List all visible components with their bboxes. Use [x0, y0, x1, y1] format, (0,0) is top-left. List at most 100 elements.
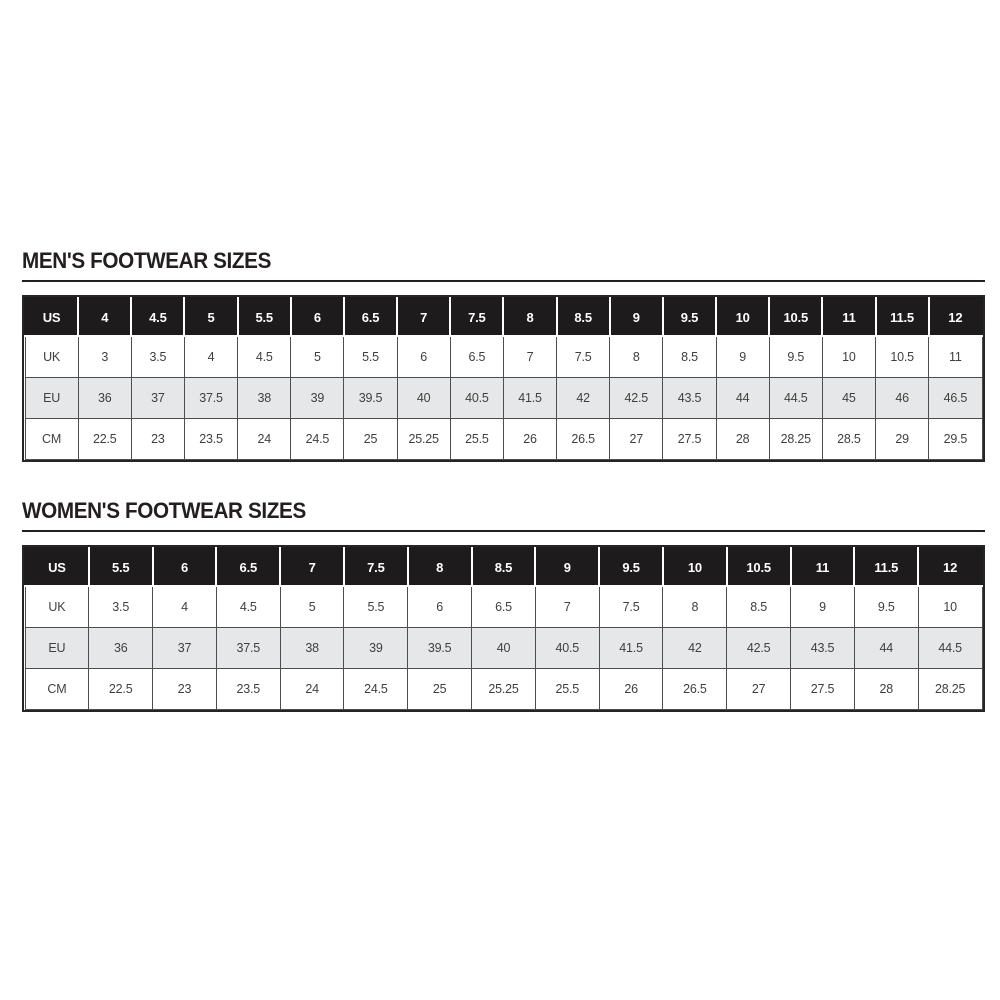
womens-uk-size-cell: 8.5	[726, 585, 792, 628]
mens-cm-size-cell: 28.25	[768, 418, 823, 460]
womens-size-table: US 5.5 6 6.5 7 7.5 8 8.5 9 9.5 10 10.5 11 11.5 12 UK 3.5…	[24, 547, 983, 710]
mens-eu-size-cell: 38	[237, 377, 292, 419]
womens-cm-size-cell: 25.5	[534, 668, 600, 710]
mens-us-size-header-cell: 7.5	[449, 297, 505, 337]
mens-eu-size-cell: 37	[130, 377, 185, 419]
mens-uk-size-cell: 10	[821, 335, 877, 378]
womens-uk-size-cell: 9	[790, 585, 855, 628]
womens-title-underline	[22, 530, 985, 532]
womens-header-row: US 5.5 6 6.5 7 7.5 8 8.5 9 9.5 10 10.5 11 11.5 12	[24, 547, 983, 587]
womens-cm-size-cell: 25.25	[471, 668, 536, 710]
mens-eu-size-cell: 41.5	[502, 377, 558, 419]
mens-eu-size-cell: 46	[874, 377, 930, 419]
mens-cm-size-cell: 25	[343, 418, 398, 460]
mens-us-size-header-cell: 11	[821, 297, 877, 337]
womens-uk-size-cell: 5	[279, 585, 345, 628]
womens-eu-size-cell: 40.5	[534, 627, 600, 669]
mens-uk-size-cell: 10.5	[874, 335, 930, 378]
womens-eu-size-cell: 39	[343, 627, 409, 669]
mens-uk-size-cell: 6	[396, 335, 451, 378]
womens-uk-size-cell: 7.5	[598, 585, 664, 628]
mens-us-size-header-cell: 9	[608, 297, 664, 337]
womens-eu-size-cell: 44	[853, 627, 919, 669]
womens-eu-size-cell: 42.5	[726, 627, 792, 669]
mens-us-size-header-cell: 10	[715, 297, 771, 337]
womens-uk-size-cell: 3.5	[88, 585, 154, 628]
mens-us-size-header-cell: 6.5	[342, 297, 399, 337]
mens-eu-size-cell: 43.5	[662, 377, 717, 419]
womens-us-size-header-cell: 7	[279, 547, 345, 587]
womens-cm-size-cell: 24.5	[343, 668, 409, 710]
mens-sizes-section: MEN'S FOOTWEAR SIZES US 4 4.5 5 5.5 6 6.5 7 7.5 8…	[22, 250, 985, 462]
mens-us-size-header-cell: 5.5	[236, 297, 292, 337]
womens-uk-size-cell: 6	[407, 585, 473, 628]
womens-uk-size-cell: 4.5	[215, 585, 281, 628]
mens-us-size-header-cell: 12	[927, 297, 984, 337]
mens-cm-size-cell: 27	[609, 418, 664, 460]
womens-eu-size-cell: 40	[471, 627, 536, 669]
womens-cm-size-cell: 27	[726, 668, 792, 710]
womens-eu-row-label: EU	[24, 627, 90, 669]
mens-uk-size-cell: 9	[715, 335, 770, 378]
mens-us-size-header-cell: 8	[502, 297, 558, 337]
womens-us-row-label: US	[24, 547, 90, 587]
mens-cm-size-cell: 26	[502, 418, 558, 460]
mens-uk-row-label: UK	[24, 335, 79, 378]
womens-cm-size-cell: 26.5	[662, 668, 728, 710]
womens-cm-size-cell: 24	[279, 668, 345, 710]
womens-uk-size-cell: 8	[662, 585, 728, 628]
womens-cm-size-cell: 22.5	[88, 668, 154, 710]
womens-us-size-header-cell: 12	[917, 547, 983, 587]
mens-cm-size-cell: 28	[715, 418, 770, 460]
mens-cm-row: CM 22.5 23 23.5 24 24.5 25 25.25 25.5 26 26.5 27 27.…	[24, 418, 983, 460]
womens-size-table-frame: US 5.5 6 6.5 7 7.5 8 8.5 9 9.5 10 10.5 11 11.5 12 UK 3.5…	[22, 545, 985, 712]
womens-cm-size-cell: 25	[407, 668, 473, 710]
womens-us-size-header-cell: 6.5	[215, 547, 282, 587]
mens-cm-row-label: CM	[24, 418, 79, 460]
mens-uk-row: UK 3 3.5 4 4.5 5 5.5 6 6.5 7 7.5 8 8.5 9 9.5 10 10.5 11	[24, 335, 983, 378]
womens-uk-size-cell: 7	[534, 585, 600, 628]
mens-cm-size-cell: 24	[237, 418, 292, 460]
mens-uk-size-cell: 5.5	[343, 335, 398, 378]
womens-eu-size-cell: 39.5	[407, 627, 473, 669]
mens-cm-size-cell: 23	[130, 418, 185, 460]
womens-uk-size-cell: 4	[152, 585, 217, 628]
womens-eu-row: EU 36 37 37.5 38 39 39.5 40 40.5 41.5 42 42.5 43.5 44…	[24, 627, 983, 669]
mens-us-size-header-cell: 9.5	[661, 297, 718, 337]
mens-section-title: MEN'S FOOTWEAR SIZES	[22, 248, 272, 273]
mens-us-size-header-cell: 6	[289, 297, 345, 337]
womens-cm-size-cell: 28	[853, 668, 919, 710]
womens-eu-size-cell: 44.5	[917, 627, 983, 669]
womens-cm-row-label: CM	[24, 668, 90, 710]
womens-us-size-header-cell: 6	[151, 547, 218, 587]
mens-eu-size-cell: 45	[821, 377, 877, 419]
mens-cm-size-cell: 23.5	[183, 418, 239, 460]
mens-eu-size-cell: 44	[715, 377, 770, 419]
mens-cm-size-cell: 24.5	[290, 418, 345, 460]
mens-size-table: US 4 4.5 5 5.5 6 6.5 7 7.5 8 8.5 9 9.5 10 10.5 11 11.5 12…	[23, 297, 984, 460]
womens-eu-size-cell: 37	[152, 627, 217, 669]
mens-uk-size-cell: 9.5	[768, 335, 823, 378]
mens-uk-size-cell: 8	[609, 335, 664, 378]
mens-uk-size-cell: 8.5	[662, 335, 717, 378]
mens-cm-size-cell: 25.5	[449, 418, 504, 460]
mens-uk-size-cell: 3.5	[130, 335, 185, 378]
mens-uk-size-cell: 4	[183, 335, 239, 378]
womens-us-size-header-cell: 8.5	[470, 547, 537, 587]
womens-cm-size-cell: 26	[598, 668, 664, 710]
mens-uk-size-cell: 7.5	[556, 335, 611, 378]
mens-eu-size-cell: 39.5	[343, 377, 398, 419]
mens-eu-size-cell: 36	[77, 377, 132, 419]
mens-cm-size-cell: 27.5	[662, 418, 717, 460]
womens-eu-size-cell: 41.5	[598, 627, 664, 669]
womens-us-size-header-cell: 9.5	[598, 547, 664, 587]
mens-us-size-header-cell: 4.5	[130, 297, 186, 337]
mens-eu-size-cell: 42	[556, 377, 611, 419]
mens-eu-size-cell: 42.5	[609, 377, 664, 419]
womens-us-size-header-cell: 8	[406, 547, 473, 587]
mens-uk-size-cell: 3	[77, 335, 132, 378]
womens-cm-size-cell: 23	[152, 668, 217, 710]
womens-eu-size-cell: 37.5	[215, 627, 281, 669]
mens-us-size-header-cell: 4	[77, 297, 133, 337]
womens-uk-row: UK 3.5 4 4.5 5 5.5 6 6.5 7 7.5 8 8.5 9 9.5 10	[24, 585, 983, 628]
